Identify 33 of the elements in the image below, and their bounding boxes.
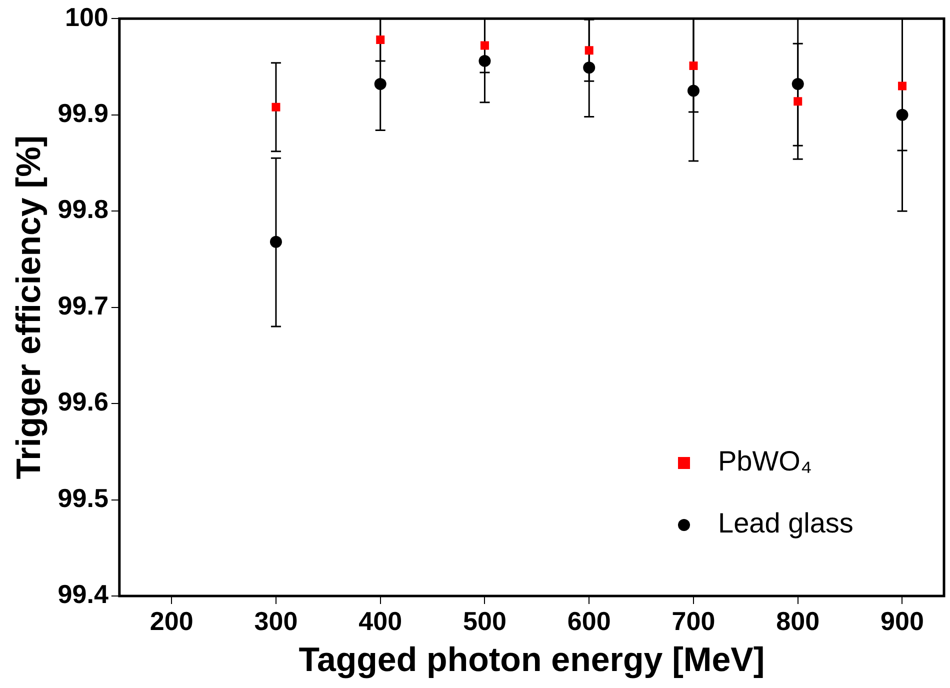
x-tick-label: 800	[776, 606, 820, 636]
x-tick-label: 500	[463, 606, 506, 636]
x-tick-label: 900	[880, 606, 924, 636]
point	[584, 46, 594, 55]
x-axis-title: Tagged photon energy [MeV]	[298, 640, 765, 679]
x-tick-label: 300	[254, 606, 298, 636]
point	[374, 78, 386, 90]
point	[478, 54, 491, 67]
y-tick-label: 99.6	[58, 386, 108, 417]
point	[480, 41, 489, 50]
x-tick-label: 600	[567, 606, 611, 636]
y-axis-title: Trigger efficiency [%]	[10, 135, 48, 480]
y-tick-label: 99.5	[58, 482, 108, 513]
x-tick-label: 400	[358, 606, 402, 636]
point	[896, 108, 908, 121]
point	[689, 62, 698, 70]
y-tick-label: 99.4	[58, 579, 109, 610]
point	[272, 102, 280, 112]
legend-label: Lead glass	[718, 508, 854, 539]
point	[792, 78, 804, 90]
point	[270, 236, 282, 248]
y-tick-label: 99.7	[58, 290, 108, 320]
point	[794, 97, 802, 106]
y-tick-label: 100	[65, 2, 108, 32]
point	[687, 84, 700, 97]
x-tick-label: 700	[672, 606, 716, 636]
legend-label: PbWO₄	[718, 446, 812, 477]
x-tick-label: 200	[150, 606, 194, 636]
y-tick-label: 99.8	[58, 194, 108, 224]
y-tick-label: 99.9	[58, 98, 108, 128]
point	[583, 62, 596, 74]
point	[376, 36, 385, 44]
point	[898, 82, 906, 90]
